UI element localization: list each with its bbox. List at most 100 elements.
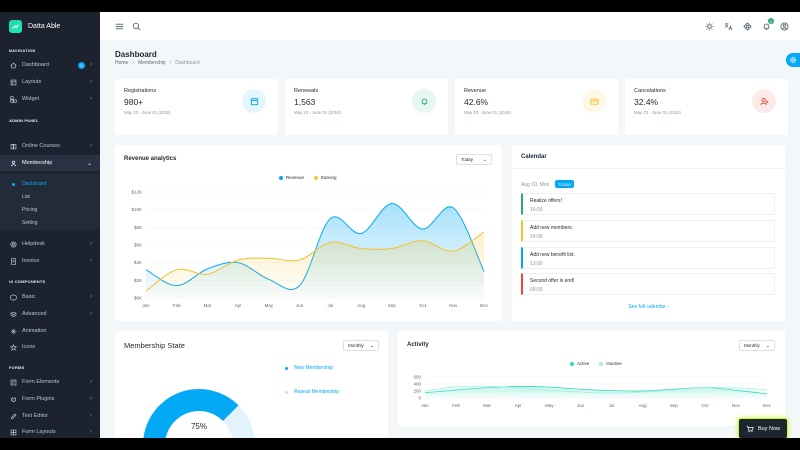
sidebar-item-invoice[interactable]: Invoice › [0, 253, 100, 269]
customizer-button[interactable] [786, 53, 800, 67]
y-tick-label: 200 [413, 389, 421, 394]
x-tick-label: Sep [670, 403, 679, 408]
sidebar-item-membership[interactable]: Membership ⌄ [0, 155, 100, 171]
select-value: Today [461, 157, 474, 162]
stat-value: 42.6% [464, 97, 489, 107]
revenue-area-chart: $0K $2K $4K $6K $8K $10K $12K Jan Feb Mar Apr May Ju… [131, 190, 488, 309]
settings-icon[interactable] [742, 21, 752, 31]
sidebar-item-animation[interactable]: Animation [0, 323, 100, 339]
edit-icon [9, 412, 17, 420]
submenu-item-pricing[interactable]: Pricing [22, 207, 38, 213]
sidebar-item-dashboard[interactable]: Dashboard 5 › [0, 57, 100, 73]
calendar-event[interactable]: Add new members. 14:00 [521, 220, 775, 242]
event-title: Add new benefit list. [530, 252, 575, 258]
period-select[interactable]: Today ⌄ [456, 154, 492, 165]
chevron-right-icon: › [90, 379, 92, 385]
legend-repeat-membership[interactable]: Repeat Membership [285, 389, 339, 395]
box-icon [9, 293, 17, 301]
help-icon [9, 240, 17, 248]
submenu-item-dashboard[interactable]: Dashboard [11, 181, 47, 187]
x-tick-label: May [545, 403, 554, 408]
form-icon [9, 378, 17, 386]
chevron-down-icon: ⌄ [482, 156, 487, 163]
x-tick-label: Aug [639, 403, 648, 408]
calendar-event[interactable]: Second offer is end! 09:00 [521, 273, 775, 295]
y-tick-label: 0 [418, 396, 421, 401]
buy-now-button[interactable]: Buy Now [738, 418, 788, 438]
icons-icon [9, 343, 17, 351]
x-tick-label: Nov [732, 403, 741, 408]
sidebar-item-text-editor[interactable]: Text Editor › [0, 408, 100, 424]
legend-new-membership[interactable]: New Membership [285, 365, 333, 371]
legend-inactive[interactable]: Inactive [599, 361, 622, 366]
user-icon[interactable] [779, 21, 789, 31]
card-title: Revenue analytics [124, 156, 177, 162]
menu-icon[interactable] [114, 21, 124, 31]
select-value: Monthly [348, 343, 364, 348]
stat-card-registrations: Registrations 980+ May 23 - June 01 (201… [115, 79, 278, 135]
sidebar-item-advanced[interactable]: Advanced › [0, 306, 100, 322]
search-icon[interactable] [131, 21, 141, 31]
card-title: Membership State [124, 341, 185, 350]
sidebar-item-online-courses[interactable]: Online Courses › [0, 138, 100, 154]
legend-active[interactable]: Active [570, 361, 589, 366]
x-tick-label: Apr [515, 403, 523, 408]
sidebar-item-form-plugins[interactable]: Form Plugins › [0, 391, 100, 407]
breadcrumb-separator: › [169, 60, 172, 66]
submenu-item-list[interactable]: List [22, 194, 30, 200]
layers-icon [9, 310, 17, 318]
submenu-item-setting[interactable]: Setting [22, 220, 38, 226]
calendar-date: Aug 10, Mon [521, 182, 550, 188]
sidebar-item-form-elements[interactable]: Form Elements › [0, 374, 100, 390]
y-tick-label: $6K [134, 243, 142, 248]
sidebar-item-label: Helpdesk [22, 241, 45, 247]
x-tick-label: May [265, 303, 274, 308]
period-select[interactable]: Monthly ⌄ [343, 340, 379, 351]
membership-submenu: Dashboard List Pricing Setting [0, 174, 100, 230]
bell-icon [412, 89, 436, 113]
chart-legend: Active Inactive [570, 361, 622, 366]
layout-icon [9, 78, 17, 86]
legend-earning[interactable]: Earning [314, 175, 337, 180]
series-line-revenue[interactable] [145, 202, 485, 290]
language-icon[interactable] [723, 21, 733, 31]
sidebar-item-layouts[interactable]: Layouts › [0, 74, 100, 90]
chevron-right-icon: › [90, 294, 92, 300]
stat-value: 32.4% [634, 97, 659, 107]
breadcrumb-home[interactable]: Home [115, 60, 129, 66]
calendar-event[interactable]: Add new benefit list. 13:00 [521, 247, 775, 269]
see-full-calendar-link[interactable]: See full calendar › [512, 304, 785, 310]
card-title: Activity [407, 342, 429, 348]
bell-icon[interactable]: 2 [761, 18, 774, 31]
x-tick-label: Nov [449, 303, 458, 308]
sidebar-item-icons[interactable]: Icons [0, 339, 100, 355]
legend-revenue[interactable]: Revenue [279, 175, 304, 180]
home-icon [9, 61, 17, 69]
breadcrumb-membership[interactable]: Membership [138, 60, 166, 66]
x-tick-label: Dec [763, 403, 772, 408]
sun-icon[interactable] [704, 21, 714, 31]
notification-count: 2 [768, 18, 774, 24]
event-title: Second offer is end! [530, 278, 575, 284]
plugin-icon [9, 395, 17, 403]
activity-area-chart: 0 200 400 600 Jan Feb Mar Apr May Jun Jul Aug Sep Oct… [413, 375, 772, 409]
donut-slice-new-membership[interactable] [143, 389, 239, 438]
sidebar-item-basic[interactable]: Basic › [0, 289, 100, 305]
sidebar-item-form-layouts[interactable]: Form Layouts › [0, 424, 100, 438]
chevron-right-icon: › [90, 413, 92, 419]
series-line-inactive[interactable] [424, 385, 768, 394]
breadcrumb-current: Dashboard [175, 60, 200, 66]
sidebar-item-label: Invoice [22, 258, 40, 264]
period-select[interactable]: Monthly ⌄ [739, 340, 775, 351]
sidebar-item-widget[interactable]: Widget › [0, 91, 100, 107]
chevron-right-icon: › [666, 304, 669, 310]
x-tick-label: Aug [357, 303, 366, 308]
stat-range: May 23 - June 01 (2018) [124, 110, 171, 115]
x-tick-label: Jun [577, 403, 585, 408]
stat-range: May 23 - June 01 (2018) [634, 110, 681, 115]
calendar-event[interactable]: Realize offers! 16:00 [521, 193, 775, 215]
brand[interactable]: Datta Able [0, 12, 100, 40]
donut-slice-repeat-membership[interactable] [223, 405, 255, 438]
sidebar-item-helpdesk[interactable]: Helpdesk › [0, 236, 100, 252]
series-line-earning[interactable] [145, 231, 485, 292]
